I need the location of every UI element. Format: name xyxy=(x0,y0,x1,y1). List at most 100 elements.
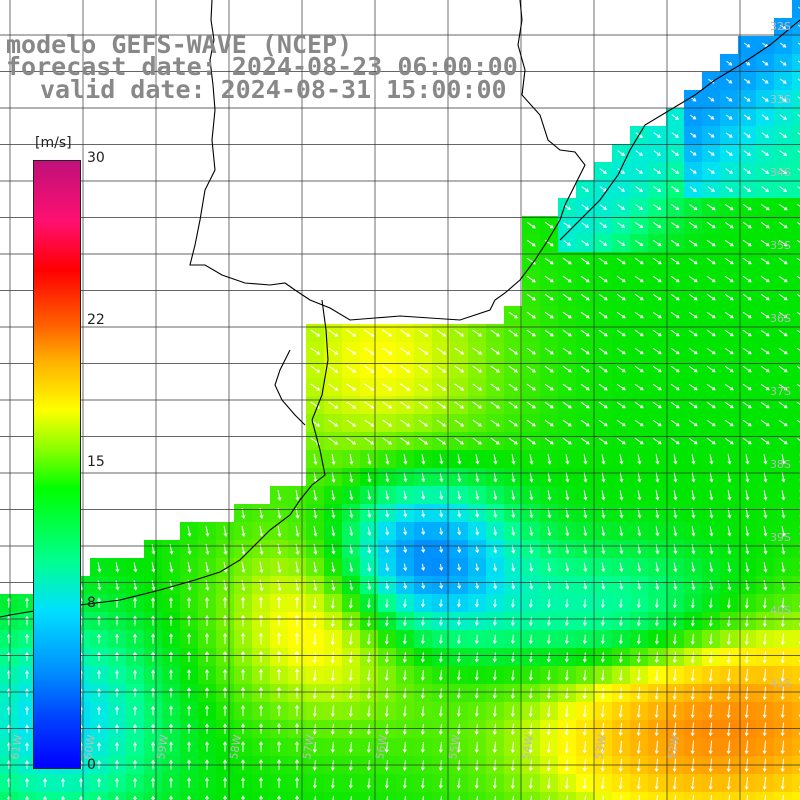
wind-arrow-head xyxy=(729,188,734,192)
wind-arrow xyxy=(314,723,316,735)
field-cell xyxy=(792,504,800,523)
wind-arrow-head xyxy=(600,658,605,663)
wind-arrow xyxy=(328,401,338,409)
wind-arrow-head xyxy=(240,632,246,637)
wind-arrow xyxy=(544,419,554,427)
wind-arrow-head xyxy=(747,152,751,156)
wind-arrow-head xyxy=(330,767,335,771)
wind-arrow xyxy=(743,114,751,120)
wind-arrow xyxy=(727,490,731,500)
wind-arrow xyxy=(797,78,800,81)
wind-arrow xyxy=(742,275,752,283)
wind-arrow-head xyxy=(460,422,464,427)
wind-arrow-head xyxy=(403,567,408,572)
wind-arrow xyxy=(602,687,604,699)
wind-arrow-head xyxy=(728,116,733,120)
wind-arrow-head xyxy=(492,713,497,718)
wind-arrow xyxy=(655,490,659,500)
wind-arrow-head xyxy=(370,405,375,409)
wind-arrow xyxy=(563,240,571,246)
wind-arrow-head xyxy=(657,296,662,301)
wind-arrow xyxy=(440,599,442,607)
wind-arrow xyxy=(598,419,608,427)
wind-arrow-head xyxy=(639,296,644,301)
wind-arrow-head xyxy=(711,314,716,319)
wind-arrow xyxy=(364,365,374,373)
wind-arrow-head xyxy=(511,567,516,572)
wind-arrow-head xyxy=(585,314,590,319)
wind-arrow-head xyxy=(259,515,264,519)
wind-arrow-head xyxy=(745,586,750,591)
wind-arrow-head xyxy=(349,550,354,555)
wind-arrow-head xyxy=(531,440,536,445)
wind-arrow-head xyxy=(546,695,551,700)
wind-arrow-head xyxy=(657,440,662,445)
wind-arrow-head xyxy=(313,550,318,555)
wind-arrow-head xyxy=(763,532,768,537)
wind-arrow-head xyxy=(132,651,138,656)
wind-arrow-head xyxy=(402,659,407,663)
wind-arrow xyxy=(637,454,641,464)
wind-arrow xyxy=(778,275,788,283)
wind-arrow-head xyxy=(439,585,444,590)
wind-arrow-head xyxy=(783,278,788,283)
wind-arrow-head xyxy=(531,242,536,247)
wind-arrow xyxy=(724,437,734,445)
wind-arrow-head xyxy=(726,786,731,791)
wind-arrow xyxy=(637,740,641,754)
wind-arrow xyxy=(547,472,551,482)
wind-arrow-head xyxy=(424,387,429,391)
wind-arrow-head xyxy=(438,731,443,735)
wind-arrow-head xyxy=(241,587,246,592)
wind-arrow-head xyxy=(603,404,608,409)
wind-arrow xyxy=(295,579,299,591)
wind-arrow-head xyxy=(675,242,680,247)
wind-arrow-head xyxy=(711,188,715,192)
wind-arrow-head xyxy=(42,795,48,800)
wind-arrow-head xyxy=(672,786,677,790)
wind-arrow-head xyxy=(619,478,624,483)
wind-arrow xyxy=(745,704,749,718)
wind-arrow-head xyxy=(621,278,626,283)
wind-arrow-head xyxy=(781,460,786,465)
wind-arrow xyxy=(328,419,338,427)
wind-arrow xyxy=(706,239,716,247)
wind-arrow-head xyxy=(510,713,515,718)
wind-arrow-head xyxy=(657,242,662,247)
wind-arrow xyxy=(562,383,572,391)
latitude-label: 41S xyxy=(770,677,791,690)
wind-arrow-head xyxy=(457,513,462,518)
wind-arrow-head xyxy=(478,351,483,355)
wind-arrow xyxy=(655,526,659,536)
wind-arrow-head xyxy=(168,615,174,619)
wind-arrow-head xyxy=(330,749,335,753)
wind-arrow xyxy=(797,60,800,63)
wind-arrow-head xyxy=(655,550,660,555)
wind-arrow-head xyxy=(240,668,246,673)
wind-arrow-head xyxy=(692,152,697,156)
wind-arrow xyxy=(151,562,155,572)
wind-arrow xyxy=(508,383,518,391)
wind-arrow-head xyxy=(600,695,605,700)
wind-arrow-head xyxy=(150,759,156,764)
wind-arrow xyxy=(671,168,679,174)
wind-arrow-head xyxy=(187,586,192,591)
wind-arrow xyxy=(368,723,370,735)
field-cell xyxy=(18,792,37,800)
wind-arrow-head xyxy=(402,713,407,718)
wind-arrow xyxy=(403,563,407,571)
wind-arrow xyxy=(724,401,734,409)
wind-arrow xyxy=(778,437,788,445)
wind-arrow-head xyxy=(780,732,785,737)
wind-arrow-head xyxy=(655,478,660,483)
wind-arrow-head xyxy=(510,676,515,681)
wind-arrow-head xyxy=(331,587,336,591)
wind-arrow xyxy=(457,509,461,517)
wind-arrow-head xyxy=(636,714,641,718)
wind-arrow xyxy=(727,526,731,536)
wind-arrow-head xyxy=(348,641,353,646)
wind-arrow xyxy=(727,668,731,682)
wind-arrow xyxy=(760,347,770,355)
wind-arrow-head xyxy=(692,170,697,174)
wind-arrow-head xyxy=(330,713,335,718)
